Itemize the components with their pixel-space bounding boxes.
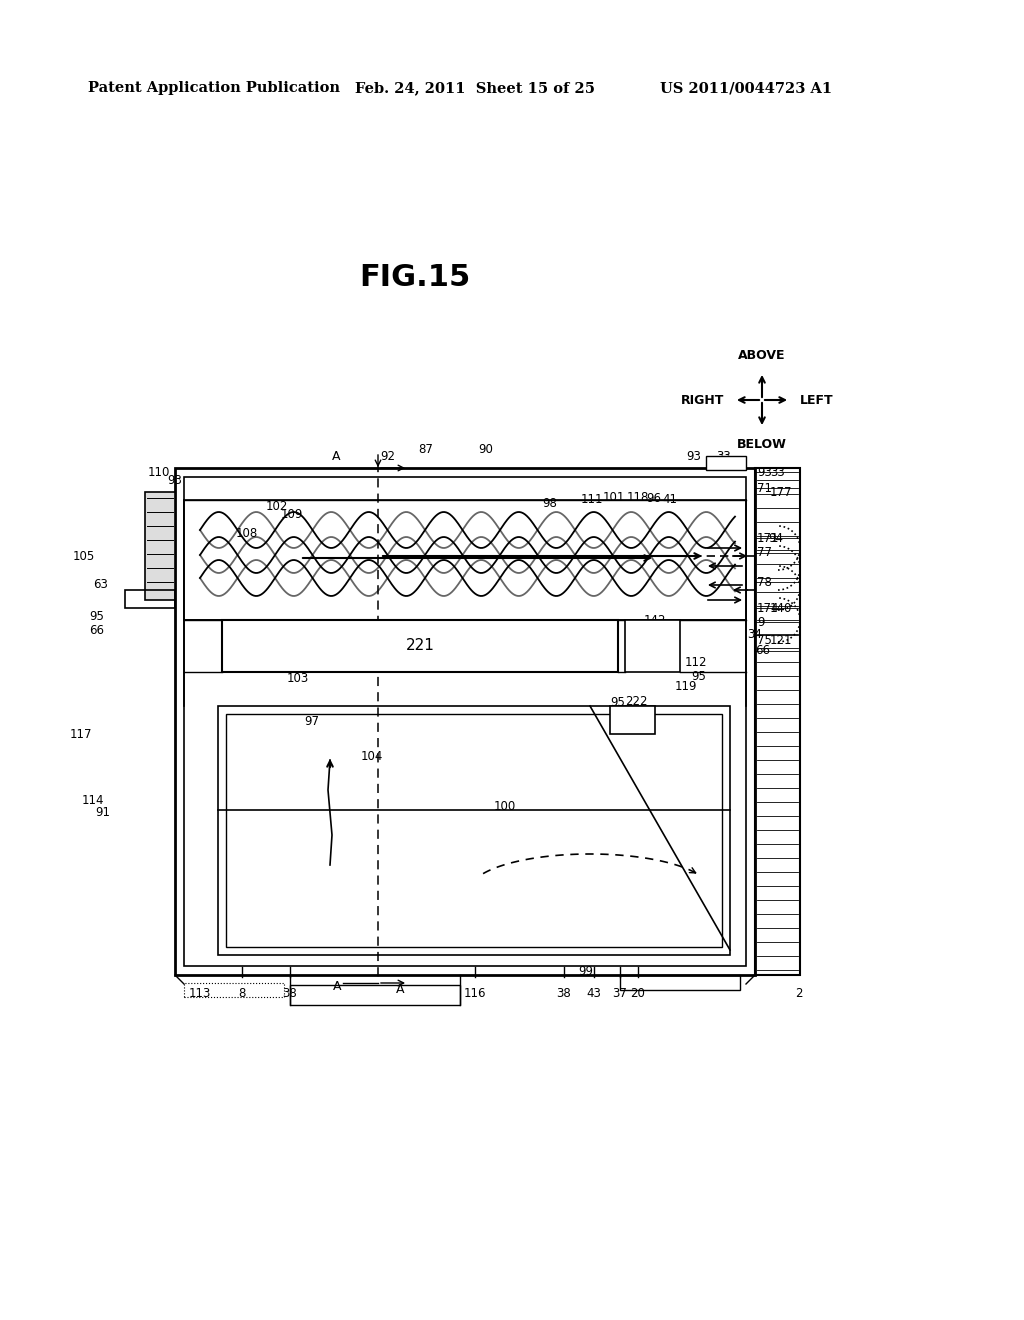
Text: 33: 33 [716,450,731,463]
Bar [218,706,730,954]
Text: 90: 90 [478,444,493,455]
Text: 87: 87 [418,444,433,455]
Text: 91: 91 [95,805,110,818]
Text: 63: 63 [93,578,108,590]
Text: 77: 77 [757,546,772,560]
Text: 112: 112 [685,656,708,669]
Text: 119: 119 [675,680,697,693]
Text: 95: 95 [610,697,625,710]
Text: A: A [332,450,340,463]
Text: 117: 117 [70,729,92,742]
Text: 100: 100 [494,800,516,813]
Text: 174: 174 [757,602,779,615]
Text: 66: 66 [89,623,104,636]
Text: 142: 142 [643,614,666,627]
Bar [755,469,800,975]
Text: 37: 37 [612,987,628,1001]
Text: 41: 41 [663,492,678,506]
Text: 98: 98 [543,498,557,510]
Bar [184,983,284,997]
Text: 222: 222 [625,696,647,708]
Text: 105: 105 [73,549,95,562]
Bar [226,714,722,946]
Text: 114: 114 [82,793,104,807]
Text: 66: 66 [755,644,770,657]
Text: 71: 71 [757,482,772,495]
Text: 38: 38 [557,987,571,1001]
Text: 75: 75 [757,635,772,648]
Text: 33: 33 [770,466,784,479]
Text: 104: 104 [360,750,383,763]
Text: 113: 113 [188,987,211,1001]
Text: LEFT: LEFT [800,393,834,407]
Text: 38: 38 [283,987,297,1001]
Text: 2: 2 [795,987,803,1001]
Text: 96: 96 [646,492,662,506]
Text: 103: 103 [287,672,309,685]
Text: 108: 108 [236,527,258,540]
Text: 93: 93 [167,474,182,487]
Bar [125,590,175,609]
Text: 8: 8 [239,987,246,1001]
Text: RIGHT: RIGHT [681,393,724,407]
Text: 140: 140 [770,602,793,615]
Text: ABOVE: ABOVE [738,348,785,362]
Text: 9: 9 [757,615,765,628]
Bar [184,477,746,966]
Bar [610,706,655,734]
Bar [175,469,755,975]
Text: 97: 97 [304,715,319,729]
Text: FIG.15: FIG.15 [359,264,471,293]
Text: 118: 118 [627,491,649,504]
Bar [222,620,618,672]
Bar [706,455,746,470]
Text: 94: 94 [768,532,783,544]
Text: 95: 95 [89,610,104,623]
Text: 116: 116 [464,987,486,1001]
Text: 78: 78 [757,576,772,589]
Text: Patent Application Publication: Patent Application Publication [88,81,340,95]
Text: A: A [395,983,404,997]
Text: 111: 111 [581,492,603,506]
Text: 20: 20 [631,987,645,1001]
Text: A: A [333,979,341,993]
Bar [184,500,746,620]
Text: BELOW: BELOW [737,438,786,451]
Text: 43: 43 [587,987,601,1001]
Text: 93: 93 [757,466,772,479]
Bar [145,492,175,601]
Text: 221: 221 [406,639,434,653]
Text: 101: 101 [603,491,626,504]
Bar [625,620,680,672]
Text: 102: 102 [266,500,288,513]
Text: 121: 121 [770,635,793,648]
Text: 109: 109 [281,508,303,521]
Text: 99: 99 [579,965,594,978]
Text: 177: 177 [770,486,793,499]
Bar [290,985,460,1005]
Bar [620,975,740,990]
Text: 95: 95 [691,669,706,682]
Text: 171: 171 [757,532,779,544]
Text: 110: 110 [147,466,170,479]
Text: 92: 92 [380,450,395,463]
Text: 93: 93 [686,450,701,463]
Text: Feb. 24, 2011  Sheet 15 of 25: Feb. 24, 2011 Sheet 15 of 25 [355,81,595,95]
Text: 34: 34 [746,628,762,642]
Text: US 2011/0044723 A1: US 2011/0044723 A1 [660,81,833,95]
